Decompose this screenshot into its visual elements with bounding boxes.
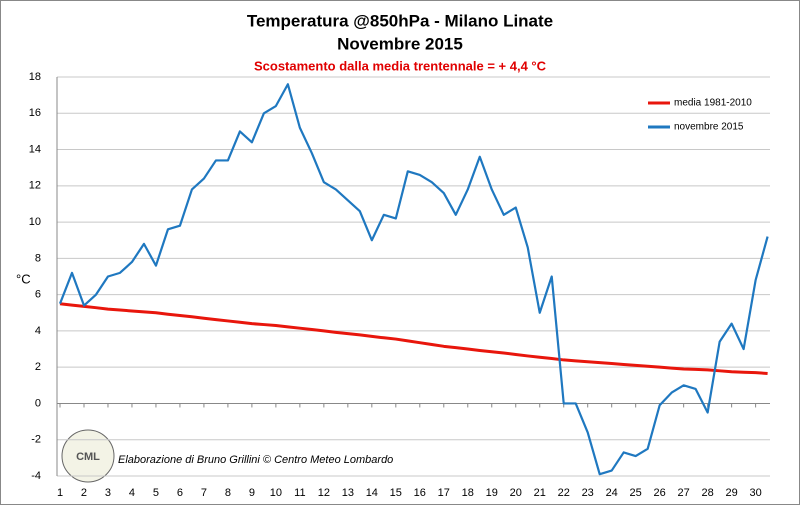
y-tick-label: 12 [29, 180, 41, 192]
series-line [58, 83, 769, 476]
x-tick-label: 12 [318, 487, 330, 499]
y-tick-label: 2 [35, 361, 41, 373]
x-tick-label: 28 [702, 487, 714, 499]
x-tick-label: 13 [342, 487, 354, 499]
x-tick-label: 3 [105, 487, 111, 499]
x-tick-label: 18 [462, 487, 474, 499]
x-tick-label: 27 [678, 487, 690, 499]
x-tick-label: 15 [390, 487, 402, 499]
y-tick-label: -4 [31, 470, 41, 482]
series-line [59, 302, 768, 376]
y-tick-label: 6 [35, 289, 41, 301]
annotation: Scostamento dalla media trentennale = + … [254, 58, 547, 73]
y-tick-label: -2 [31, 434, 41, 446]
x-tick-label: 7 [201, 487, 207, 499]
x-tick-label: 23 [582, 487, 594, 499]
x-tick-label: 5 [153, 487, 159, 499]
x-tick-label: 9 [249, 487, 255, 499]
x-tick-label: 25 [630, 487, 642, 499]
y-tick-label: 18 [29, 71, 41, 83]
y-tick-label: 4 [35, 325, 41, 337]
x-tick-label: 19 [486, 487, 498, 499]
x-tick-label: 26 [654, 487, 666, 499]
legend-label: novembre 2015 [674, 122, 744, 133]
x-tick-label: 17 [438, 487, 450, 499]
legend-label: media 1981-2010 [674, 98, 752, 109]
x-tick-label: 4 [129, 487, 135, 499]
x-tick-label: 22 [558, 487, 570, 499]
y-tick-label: 0 [35, 397, 41, 409]
chart-title: Temperatura @850hPa - Milano Linate [247, 11, 553, 30]
x-tick-label: 20 [510, 487, 522, 499]
y-tick-label: 8 [35, 252, 41, 264]
x-tick-label: 21 [534, 487, 546, 499]
x-tick-label: 6 [177, 487, 183, 499]
x-tick-label: 16 [414, 487, 426, 499]
x-tick-label: 29 [725, 487, 737, 499]
x-tick-label: 10 [270, 487, 282, 499]
chart-subtitle: Novembre 2015 [337, 34, 463, 53]
x-tick-label: 14 [366, 487, 378, 499]
x-tick-label: 1 [57, 487, 63, 499]
x-tick-label: 11 [294, 487, 305, 499]
x-tick-label: 30 [749, 487, 761, 499]
y-axis-label: °C [16, 271, 31, 286]
logo [61, 429, 115, 483]
y-tick-label: 16 [29, 107, 41, 119]
logo-text: CML [76, 451, 100, 463]
x-tick-label: 24 [606, 487, 618, 499]
x-tick-label: 2 [81, 487, 87, 499]
y-tick-label: 10 [29, 216, 41, 228]
x-tick-label: 8 [225, 487, 231, 499]
credit: Elaborazione di Bruno Grillini © Centro … [118, 454, 393, 466]
y-tick-label: 14 [29, 143, 41, 155]
